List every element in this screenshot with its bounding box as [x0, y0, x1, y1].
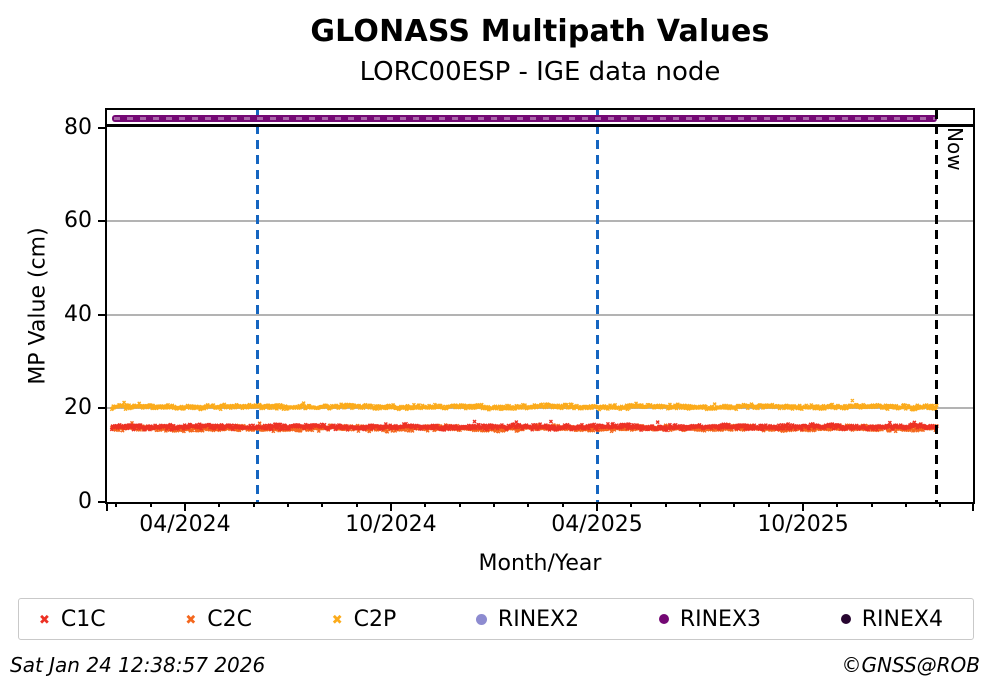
legend-item-c2c: ✖ C2C	[185, 607, 252, 632]
legend-label: RINEX3	[679, 606, 762, 632]
x-tick	[321, 502, 324, 507]
x-axis-label: Month/Year	[478, 551, 602, 576]
x-tick	[630, 502, 633, 507]
multipath-scatter-canvas	[107, 110, 973, 502]
x-tick	[664, 502, 667, 507]
plot-inner	[107, 110, 973, 502]
x-tick	[252, 502, 255, 507]
x-tick	[115, 502, 118, 507]
now-line	[935, 110, 939, 502]
x-tick-label: 10/2024	[345, 512, 437, 537]
x-marker-icon: ✖	[331, 612, 343, 628]
chart-subtitle: LORC00ESP - IGE data node	[359, 57, 721, 87]
x-marker-icon: ✖	[39, 612, 50, 628]
legend-item-rinex2: RINEX2	[475, 606, 580, 632]
legend-label: RINEX2	[497, 606, 580, 632]
x-tick	[458, 502, 461, 507]
legend-label: C1C	[60, 606, 106, 632]
x-tick	[424, 502, 427, 507]
y-tick-label: 60	[64, 208, 92, 234]
x-tick	[149, 502, 152, 507]
x-marker-icon: ✖	[185, 612, 197, 628]
y-tick	[98, 126, 107, 129]
copyright-credit: ©GNSS@ROB	[841, 653, 981, 677]
plot-timestamp: Sat Jan 24 12:38:57 2026	[10, 653, 266, 677]
y-tick-label: 80	[64, 114, 92, 140]
legend-label: C2C	[207, 606, 252, 632]
chart-title: GLONASS Multipath Values	[310, 14, 770, 49]
x-tick-label: 04/2025	[551, 512, 643, 537]
x-tick	[389, 502, 392, 511]
y-tick-label: 20	[64, 395, 92, 421]
x-tick-label: 04/2024	[139, 512, 231, 537]
circle-marker-icon	[475, 613, 487, 625]
y-tick-label: 0	[78, 489, 92, 514]
now-annotation-label: Now	[943, 127, 967, 171]
y-tick	[98, 313, 107, 316]
x-tick	[767, 502, 770, 507]
legend-item-c1c: ✖ C1C	[39, 607, 106, 632]
x-tick	[492, 502, 495, 507]
x-tick	[183, 502, 186, 511]
legend: ✖ C1C ✖ C2C ✖ C2P RINEX2 RINEX3 RINEX4	[18, 598, 974, 640]
y-tick-label: 40	[64, 301, 92, 327]
legend-item-rinex4: RINEX4	[840, 606, 943, 632]
x-tick	[106, 502, 108, 511]
y-tick	[98, 501, 107, 503]
x-tick	[355, 502, 358, 507]
circle-marker-icon	[840, 614, 851, 624]
x-tick	[596, 502, 598, 511]
plot-area	[105, 108, 975, 504]
legend-item-rinex3: RINEX3	[658, 606, 762, 632]
x-tick	[870, 502, 873, 507]
legend-item-c2p: ✖ C2P	[332, 607, 397, 632]
x-tick	[527, 502, 530, 507]
x-tick	[972, 502, 974, 511]
x-tick	[939, 502, 942, 507]
y-tick	[98, 407, 107, 410]
circle-marker-icon	[658, 614, 669, 624]
x-tick	[802, 502, 805, 511]
y-tick	[98, 220, 107, 223]
x-tick	[218, 502, 221, 507]
x-tick	[699, 502, 701, 507]
x-tick	[836, 502, 839, 507]
x-tick-label: 10/2025	[757, 512, 849, 537]
legend-label: RINEX4	[861, 606, 943, 632]
x-tick	[905, 502, 908, 507]
x-tick	[733, 502, 736, 507]
legend-label: C2P	[353, 606, 397, 632]
x-tick	[286, 502, 289, 507]
x-tick	[561, 502, 564, 507]
